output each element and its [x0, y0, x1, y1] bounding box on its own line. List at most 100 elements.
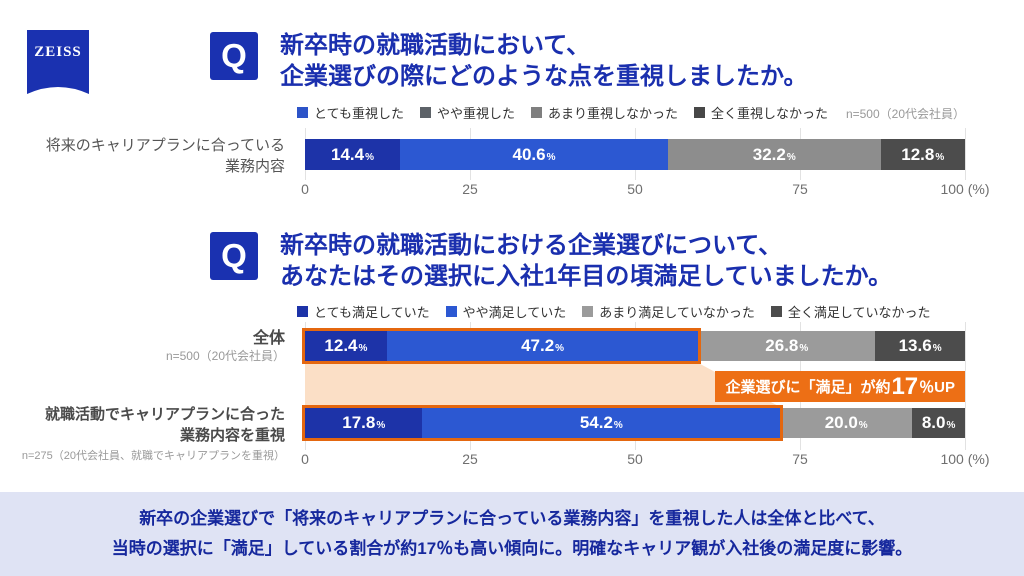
axis-tick-label: 0	[301, 451, 309, 467]
satisfaction-up-callout: 企業選びに「満足」が約 17 ％UP	[715, 371, 965, 402]
segment-value: 26.8	[765, 336, 799, 355]
question1-badge: Q	[210, 32, 258, 80]
segment-value: 17.8	[342, 413, 376, 432]
legend-item: やや重視した	[419, 103, 515, 122]
percent-sign: %	[376, 420, 386, 431]
row-label-line: 将来のキャリアプランに合っている	[45, 137, 285, 154]
legend-swatch	[419, 107, 431, 118]
segment-value: 14.4	[331, 144, 365, 164]
axis-tick-label: 75	[792, 451, 808, 467]
summary-line2: 当時の選択に「満足」している割合が約17％も高い傾向に。明確なキャリア観が入社後…	[111, 539, 913, 558]
row-sample-note: n=500（20代会社員）	[165, 349, 285, 363]
percent-sign: %	[365, 151, 375, 163]
bar-segment: 40.6%	[400, 139, 668, 170]
segment-value: 12.4	[324, 336, 358, 355]
chart2-legend: とても満足していた やや満足していた あまり満足していなかった 全く満足していなかった	[297, 302, 930, 321]
bar-segment: 26.8%	[698, 331, 876, 361]
segment-value: 20.0	[824, 413, 858, 432]
legend-label: やや満足していた	[462, 305, 567, 320]
percent-sign: %	[946, 420, 956, 431]
row-label-line: 業務内容を重視	[179, 427, 285, 444]
bar-segment: 14.4%	[305, 139, 401, 170]
segment-value: 8.0	[921, 413, 946, 432]
legend-label: 全く重視しなかった	[711, 106, 829, 121]
legend-label: 全く満足していなかった	[787, 305, 931, 320]
legend-item: やや満足していた	[445, 302, 567, 321]
legend-label: あまり満足していなかった	[599, 305, 755, 320]
question1-title-line1: 新卒時の就職活動において、	[280, 32, 591, 59]
bar-segment: 12.4%	[305, 331, 387, 361]
axis-tick-label: 25	[462, 181, 478, 197]
bar-segment: 17.8%	[305, 408, 423, 438]
question2-title-line2: あなたはその選択に入社1年目の頃満足していましたか。	[280, 263, 893, 290]
percent-sign: %	[613, 420, 623, 431]
bar-segment: 20.0%	[780, 408, 913, 438]
segment-value: 54.2	[579, 413, 613, 432]
axis-tick-label: 0	[301, 181, 309, 197]
row-label-line: 全体	[252, 330, 285, 347]
axis-tick-label: 25	[462, 451, 478, 467]
legend-label: とても重視した	[314, 106, 404, 121]
chart2-x-axis: 0 25 50 75 100 (%)	[301, 451, 989, 469]
chart2-row2-bar: 17.8% 54.2% 20.0% 8.0%	[302, 405, 965, 441]
question1-title: 新卒時の就職活動において、 企業選びの際にどのような点を重視しましたか。	[280, 30, 808, 92]
percent-sign: %	[935, 151, 945, 163]
chart1-bar: 14.4% 40.6% 32.2% 12.8%	[305, 139, 965, 170]
segment-value: 32.2	[752, 144, 786, 164]
summary-line1: 新卒の企業選びで「将来のキャリアプランに合っている業務内容」を重視した人は全体と…	[139, 509, 885, 528]
axis-tick-label: 100 (%)	[940, 451, 990, 467]
chart1-x-axis: 0 25 50 75 100 (%)	[301, 181, 989, 199]
question1-title-line2: 企業選びの際にどのような点を重視しましたか。	[280, 63, 808, 90]
legend-item: あまり満足していなかった	[582, 302, 755, 321]
percent-sign: %	[555, 343, 565, 354]
segment-value: 12.8	[901, 144, 935, 164]
segment-value: 47.2	[521, 336, 555, 355]
legend-swatch	[770, 306, 782, 317]
callout-suffix: ％UP	[919, 379, 955, 396]
bar-segment: 13.6%	[875, 331, 965, 361]
legend-swatch	[297, 107, 308, 118]
question2-title: 新卒時の就職活動における企業選びについて、 あなたはその選択に入社1年目の頃満足…	[280, 230, 892, 292]
legend-swatch	[297, 306, 308, 317]
axis-tick-label: 100 (%)	[940, 181, 990, 197]
chart1-row-label: 将来のキャリアプランに合っている業務内容	[0, 135, 295, 177]
chart1-sample-note: n=500（20代会社員）	[845, 107, 965, 121]
axis-tick-label: 50	[627, 181, 643, 197]
question2-badge: Q	[210, 232, 258, 280]
legend-item: 全く重視しなかった	[694, 103, 828, 122]
legend-item: あまり重視しなかった	[530, 103, 678, 122]
legend-item: 全く満足していなかった	[770, 302, 931, 321]
bar-segment: 47.2%	[386, 331, 699, 361]
satisfaction-increase-band	[305, 363, 781, 407]
chart2-row2-label: 就職活動でキャリアプランに合った業務内容を重視 n=275（20代会社員、就職でキ…	[0, 404, 295, 464]
chart1-legend: とても重視した やや重視した あまり重視しなかった 全く重視しなかった	[297, 103, 828, 122]
bar-segment: 54.2%	[422, 408, 781, 438]
chart2-row1-label: 全体 n=500（20代会社員）	[0, 329, 295, 364]
callout-number: 17	[891, 373, 919, 400]
percent-sign: %	[546, 151, 556, 163]
legend-swatch	[530, 107, 542, 118]
axis-tick-label: 50	[627, 451, 643, 467]
row-label-line: 業務内容	[224, 158, 285, 175]
row-label-line: 就職活動でキャリアプランに合った	[44, 406, 285, 423]
legend-swatch	[582, 306, 594, 317]
callout-prefix: 企業選びに「満足」が約	[725, 379, 891, 396]
gridline	[965, 322, 966, 450]
bar-segment: 8.0%	[912, 408, 965, 438]
zeiss-logo-text: ZEISS	[34, 44, 82, 60]
axis-tick-label: 75	[792, 181, 808, 197]
question2-title-line1: 新卒時の就職活動における企業選びについて、	[280, 232, 783, 259]
zeiss-logo: ZEISS	[27, 30, 89, 96]
chart2-row1-bar: 12.4% 47.2% 26.8% 13.6%	[302, 328, 965, 364]
legend-item: とても満足していた	[297, 302, 430, 321]
row-sample-note: n=275（20代会社員、就職でキャリアプランを重視）	[21, 450, 285, 462]
percent-sign: %	[799, 343, 809, 354]
percent-sign: %	[858, 420, 868, 431]
legend-swatch	[694, 107, 705, 118]
legend-label: やや重視した	[436, 106, 515, 121]
legend-label: とても満足していた	[314, 305, 430, 320]
segment-value: 13.6	[898, 336, 932, 355]
bar-segment: 32.2%	[667, 139, 881, 170]
percent-sign: %	[786, 151, 796, 163]
